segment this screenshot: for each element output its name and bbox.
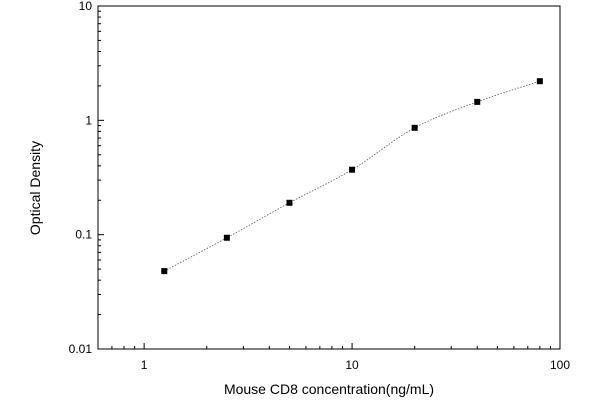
y-tick-label: 0.1 (75, 228, 92, 242)
data-point (474, 98, 481, 105)
data-point (223, 234, 230, 241)
data-point (286, 199, 293, 206)
data-point (349, 166, 356, 173)
fit-curve (164, 80, 540, 272)
data-point (536, 78, 543, 85)
x-tick-label: 100 (550, 358, 570, 372)
y-tick-label: 1 (85, 113, 92, 127)
y-tick-label: 10 (79, 0, 93, 13)
x-tick-label: 1 (141, 358, 148, 372)
x-axis-ticks: 1 10 100 (97, 343, 570, 372)
data-point (411, 124, 418, 131)
data-points (161, 78, 543, 275)
y-axis-title: Optical Density (27, 141, 43, 235)
plot-frame (97, 5, 561, 350)
data-point (161, 268, 168, 275)
y-axis-ticks: 0.01 0.1 1 10 (69, 0, 104, 356)
y-tick-label: 0.01 (69, 342, 93, 356)
x-tick-label: 10 (345, 358, 359, 372)
x-axis-title: Mouse CD8 concentration(ng/mL) (224, 381, 434, 397)
